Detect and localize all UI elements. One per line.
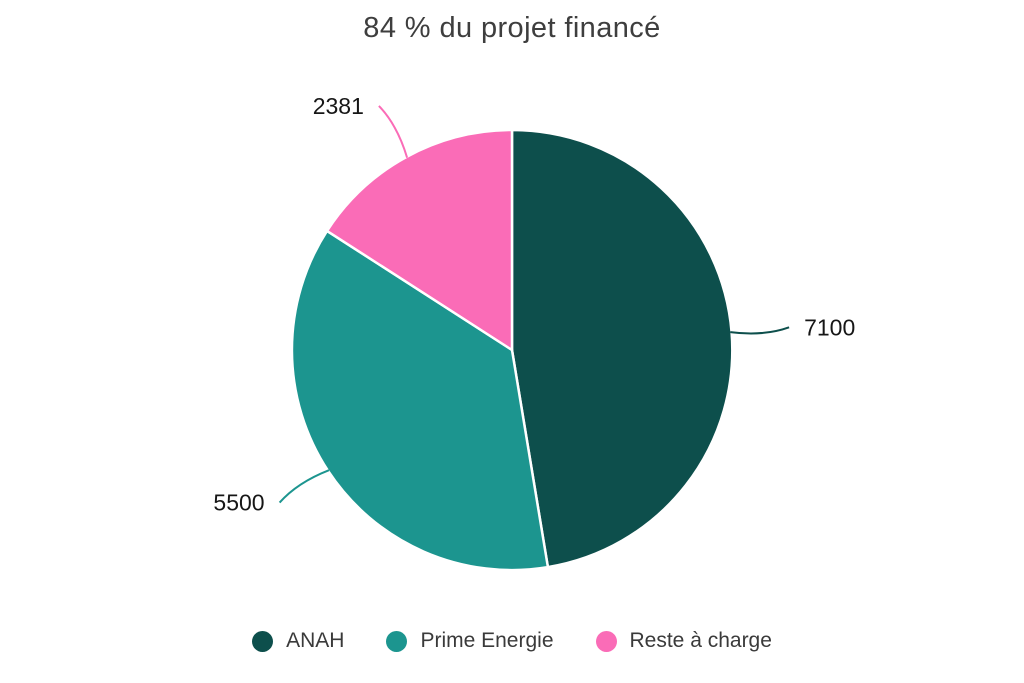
label-line-anah xyxy=(730,326,790,335)
label-line-prime-energie xyxy=(278,469,330,504)
legend: ANAH Prime Energie Reste à charge xyxy=(0,629,1024,653)
value-label-anah: 7100 xyxy=(804,314,855,340)
value-label-reste-a-charge: 2381 xyxy=(313,93,364,119)
legend-label-prime-energie: Prime Energie xyxy=(420,629,554,652)
chart-title: 84 % du projet financé xyxy=(363,12,661,44)
legend-label-reste-a-charge: Reste à charge xyxy=(629,629,772,652)
legend-item-prime-energie[interactable]: Prime Energie xyxy=(386,629,554,653)
legend-marker-prime-energie-icon xyxy=(386,630,408,652)
legend-item-anah[interactable]: ANAH xyxy=(252,629,344,653)
legend-marker-reste-a-charge-icon xyxy=(595,630,617,652)
legend-item-reste-a-charge[interactable]: Reste à charge xyxy=(595,629,772,653)
pie-slice-anah[interactable] xyxy=(510,128,734,569)
legend-marker-anah-icon xyxy=(252,630,274,652)
label-line-reste-a-charge xyxy=(378,105,409,158)
legend-label-anah: ANAH xyxy=(286,629,345,652)
value-label-prime-energie: 5500 xyxy=(213,490,264,516)
